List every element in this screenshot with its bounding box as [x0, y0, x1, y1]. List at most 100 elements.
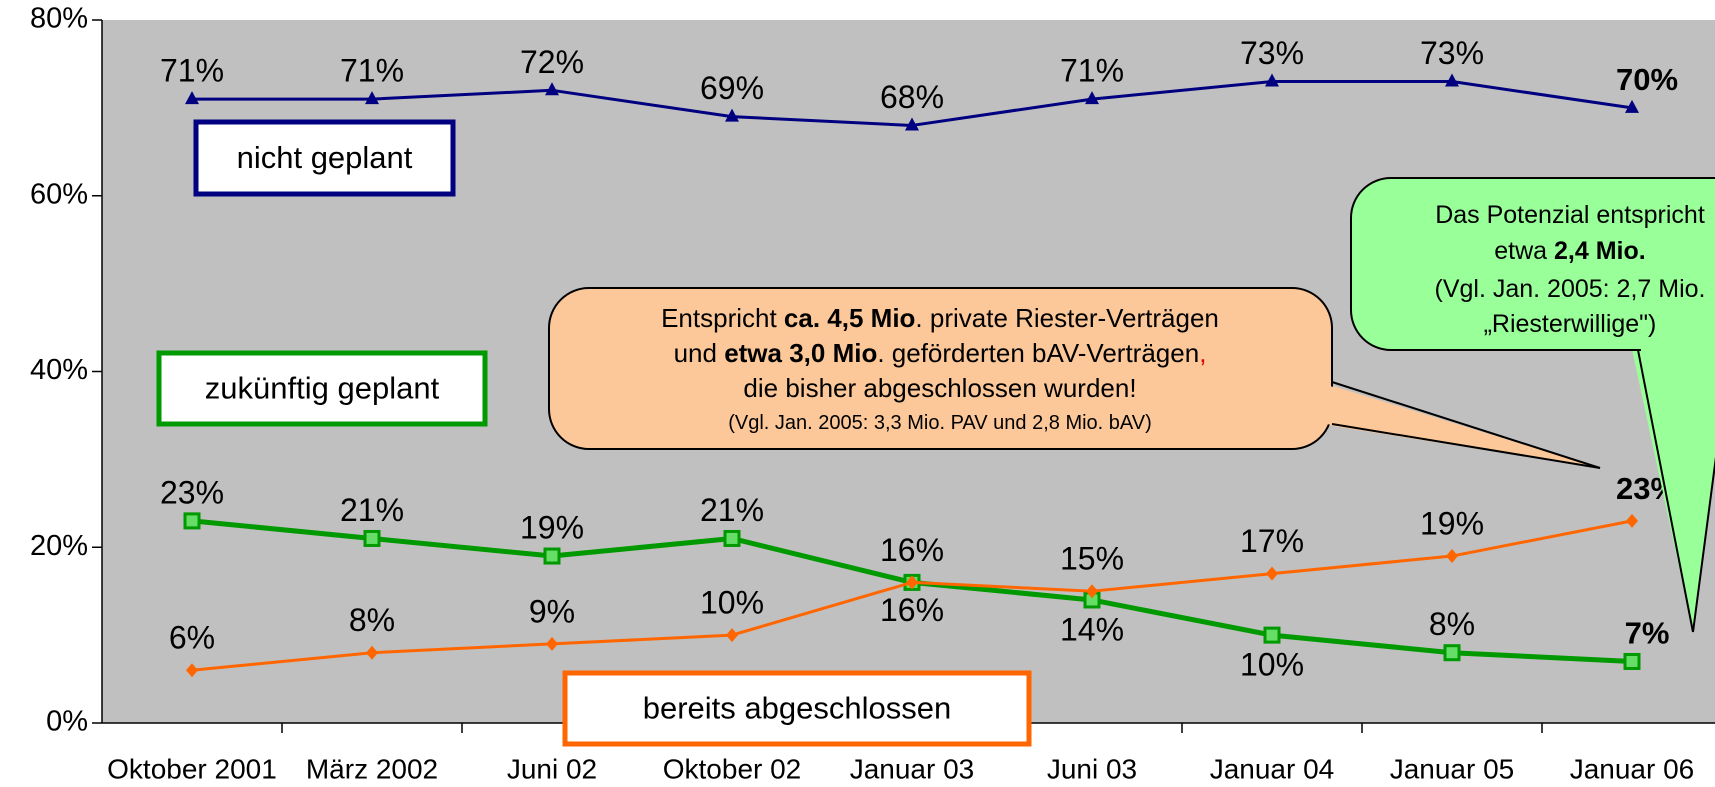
data-label: 21% — [700, 492, 764, 528]
data-label: 73% — [1240, 35, 1304, 71]
data-label: 70% — [1616, 62, 1678, 97]
data-point — [363, 529, 381, 547]
callout-text: , — [1199, 338, 1206, 368]
data-label: 71% — [160, 53, 224, 89]
callout-box — [1350, 177, 1715, 351]
x-tick-label: Oktober 02 — [663, 753, 802, 784]
y-tick-label: 80% — [30, 3, 88, 35]
y-tick-label: 0% — [46, 706, 88, 738]
legend-box — [562, 670, 1032, 747]
callout-text: . geförderten bAV-Verträgen — [877, 338, 1199, 368]
x-tick-label: Januar 06 — [1570, 753, 1695, 784]
data-point — [1265, 73, 1279, 87]
callout-tail — [1320, 383, 1600, 468]
callout-text: ca. 4,5 Mio — [784, 303, 916, 333]
callout-text: (Vgl. Jan. 2005: 2,7 Mio. — [1435, 275, 1706, 303]
data-point — [545, 82, 559, 96]
data-point — [365, 91, 379, 105]
data-label: 21% — [340, 492, 404, 528]
data-point — [723, 529, 741, 547]
data-point — [726, 628, 738, 643]
data-label: 72% — [520, 44, 584, 80]
data-point — [1625, 99, 1639, 113]
callout-text: Entspricht — [661, 303, 784, 333]
data-label: 9% — [529, 593, 575, 629]
y-tick-label: 20% — [30, 530, 88, 562]
data-point — [543, 547, 561, 565]
x-tick-label: Januar 04 — [1210, 753, 1335, 784]
data-label: 8% — [1429, 606, 1475, 642]
callout-tail-edge — [1637, 349, 1694, 633]
data-label: 6% — [169, 620, 215, 656]
callout-text: und — [674, 338, 725, 368]
data-point — [1443, 644, 1461, 662]
callout-text: etwa 3,0 Mio — [724, 338, 877, 368]
data-point — [1623, 652, 1641, 670]
data-point — [183, 512, 201, 530]
callout-text: „Riesterwillige") — [1484, 310, 1657, 338]
data-point — [546, 636, 558, 651]
y-tick-label: 60% — [30, 178, 88, 210]
data-point — [366, 645, 378, 660]
data-point — [1086, 584, 1098, 599]
callout-text: (Vgl. Jan. 2005: 3,3 Mio. PAV und 2,8 Mi… — [728, 412, 1152, 434]
x-tick-label: Januar 03 — [850, 753, 975, 784]
data-point — [905, 117, 919, 131]
data-label: 8% — [349, 602, 395, 638]
data-label: 19% — [1420, 505, 1484, 541]
data-point — [1446, 549, 1458, 564]
x-tick-label: Juni 03 — [1047, 753, 1137, 784]
callout-text: Entspricht ca. 4,5 Mio. private Riester-… — [661, 303, 1219, 333]
callout-text: die bisher abgeschlossen wurden! — [743, 373, 1136, 403]
data-point — [906, 575, 918, 590]
callout-text: etwa — [1494, 237, 1554, 265]
y-tick-label: 40% — [30, 354, 88, 386]
data-label: 7% — [1625, 616, 1670, 651]
data-point — [186, 663, 198, 678]
x-tick-label: März 2002 — [306, 753, 438, 784]
callout-text: Das Potenzial entspricht — [1435, 201, 1705, 229]
data-label: 71% — [1060, 53, 1124, 89]
data-label: 16% — [880, 532, 944, 568]
callout-text: und etwa 3,0 Mio. geförderten bAV-Verträ… — [674, 338, 1207, 368]
callout-tail — [1640, 345, 1715, 632]
callouts: Entspricht ca. 4,5 Mio. private Riester-… — [548, 177, 1715, 633]
data-point — [185, 91, 199, 105]
callout-text: etwa 2,4 Mio. — [1494, 237, 1645, 265]
callout-text: 2,4 Mio. — [1554, 237, 1646, 265]
callout-text: die bisher abgeschlossen wurden! — [743, 373, 1136, 403]
data-label: 17% — [1240, 523, 1304, 559]
data-point — [1266, 566, 1278, 581]
callout-tail-edge — [1331, 381, 1601, 469]
data-point — [1626, 513, 1638, 528]
data-label: 69% — [700, 70, 764, 106]
data-point — [725, 108, 739, 122]
data-label: 73% — [1420, 35, 1484, 71]
data-label: 15% — [1060, 541, 1124, 577]
data-label: 68% — [880, 79, 944, 115]
legend-box — [193, 119, 456, 197]
legend-label: zukünftig geplant — [205, 371, 440, 406]
x-tick-label: Juni 02 — [507, 753, 597, 784]
callout-text: (Vgl. Jan. 2005: 3,3 Mio. PAV und 2,8 Mi… — [728, 412, 1152, 434]
legend-label: bereits abgeschlossen — [643, 691, 951, 726]
data-label: 16% — [880, 592, 944, 628]
data-label: 23% — [160, 474, 224, 510]
callout-text: „Riesterwillige") — [1484, 310, 1657, 338]
data-label: 71% — [340, 53, 404, 89]
data-label: 14% — [1060, 611, 1124, 647]
data-point — [1445, 73, 1459, 87]
callout-box — [548, 287, 1333, 450]
data-label: 19% — [520, 509, 584, 545]
data-label: 10% — [1240, 647, 1304, 683]
x-tick-label: Oktober 2001 — [107, 753, 277, 784]
callout-tail-edge — [1331, 423, 1601, 469]
callout-text: (Vgl. Jan. 2005: 2,7 Mio. — [1435, 275, 1706, 303]
callout-text: . private Riester-Verträgen — [915, 303, 1218, 333]
data-point — [1085, 91, 1099, 105]
callout-text: Das Potenzial entspricht — [1435, 201, 1705, 229]
callout-tail-edge — [1692, 456, 1715, 633]
data-label: 10% — [700, 585, 764, 621]
